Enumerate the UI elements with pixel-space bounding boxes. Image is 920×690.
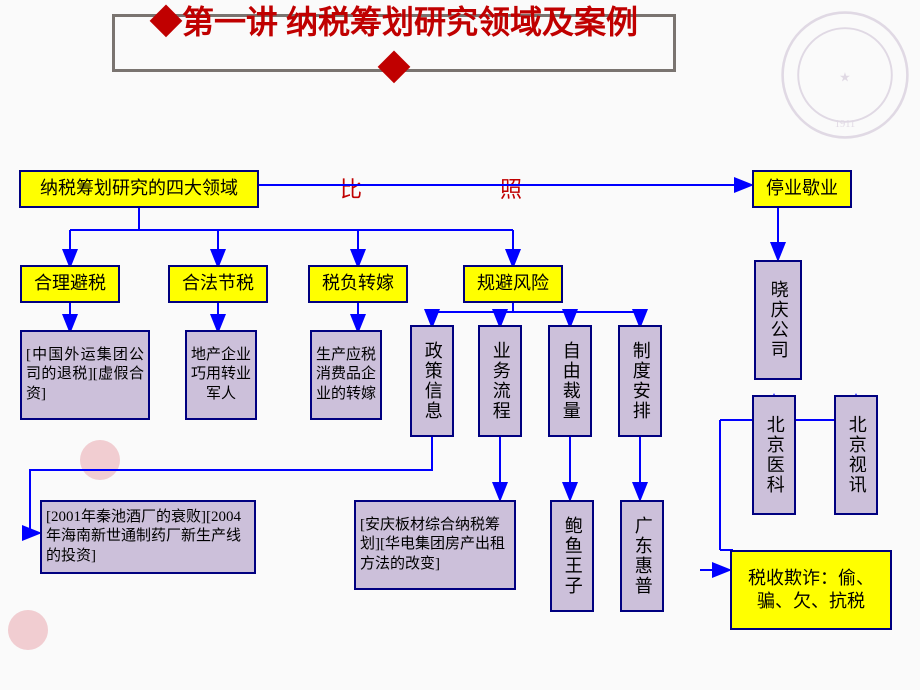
node-text: 制度安排	[628, 341, 651, 421]
node-text: 地产企业巧用转业军人	[189, 346, 253, 405]
node-text: 生产应税消费品企业的转嫁	[314, 346, 378, 405]
node-bottom1: [2001年秦池酒厂的衰败][2004年海南新世通制药厂新生产线的投资]	[40, 500, 256, 574]
node-fraud: 税收欺诈：偷、骗、欠、抗税	[730, 550, 892, 630]
node-text: 规避风险	[477, 272, 549, 295]
slide-title-text: ◆第一讲 纳税筹划研究领域及案例◆	[135, 0, 653, 89]
node-text: [2001年秦池酒厂的衰败][2004年海南新世通制药厂新生产线的投资]	[46, 508, 250, 567]
node-text: 鲍鱼王子	[560, 516, 583, 596]
node-b1: 合理避税	[20, 265, 120, 303]
watermark-stamp	[80, 440, 120, 480]
node-p4b: 业务流程	[478, 325, 522, 437]
node-b2: 合法节税	[168, 265, 268, 303]
node-stop-biz: 停业歇业	[752, 170, 852, 208]
node-b4: 规避风险	[463, 265, 563, 303]
node-text: 自由裁量	[558, 341, 581, 421]
node-text: 业务流程	[488, 341, 511, 421]
node-text: 北京医科	[762, 415, 785, 495]
node-text: 停业歇业	[766, 177, 838, 200]
node-bjsx: 北京视讯	[834, 395, 878, 515]
node-text: 政策信息	[420, 341, 443, 421]
node-text: 纳税筹划研究的四大领域	[40, 177, 238, 200]
node-p4a: 政策信息	[410, 325, 454, 437]
node-text: 税负转嫁	[322, 272, 394, 295]
node-p4d: 制度安排	[618, 325, 662, 437]
watermark-stamp	[8, 610, 48, 650]
node-b3: 税负转嫁	[308, 265, 408, 303]
node-p1: [中国外运集团公司的退税][虚假合资]	[20, 330, 150, 420]
node-bottom2: [安庆板材综合纳税筹划][华电集团房产出租方法的改变]	[354, 500, 516, 590]
node-p3: 生产应税消费品企业的转嫁	[310, 330, 382, 420]
node-p2: 地产企业巧用转业军人	[185, 330, 257, 420]
node-p4c: 自由裁量	[548, 325, 592, 437]
node-text: 税收欺诈：偷、骗、欠、抗税	[736, 567, 886, 614]
slide-title: ◆第一讲 纳税筹划研究领域及案例◆	[112, 14, 676, 72]
node-text: 北京视讯	[844, 415, 867, 495]
node-text: 晓庆公司	[766, 280, 789, 360]
svg-text:1911: 1911	[835, 119, 855, 130]
node-bottom4: 广东惠普	[620, 500, 664, 612]
svg-text:★: ★	[839, 70, 851, 85]
node-xiaoqing: 晓庆公司	[754, 260, 802, 380]
node-text: [中国外运集团公司的退税][虚假合资]	[26, 346, 144, 405]
university-seal: 1911 ★	[780, 10, 910, 140]
node-text: 合法节税	[182, 272, 254, 295]
node-text: 广东惠普	[630, 516, 653, 596]
node-text: [安庆板材综合纳税筹划][华电集团房产出租方法的改变]	[360, 516, 510, 575]
node-bjyk: 北京医科	[752, 395, 796, 515]
label-zhao: 照	[500, 172, 522, 204]
node-text: 合理避税	[34, 272, 106, 295]
node-bottom3: 鲍鱼王子	[550, 500, 594, 612]
label-bi: 比	[340, 172, 362, 204]
node-root: 纳税筹划研究的四大领域	[19, 170, 259, 208]
